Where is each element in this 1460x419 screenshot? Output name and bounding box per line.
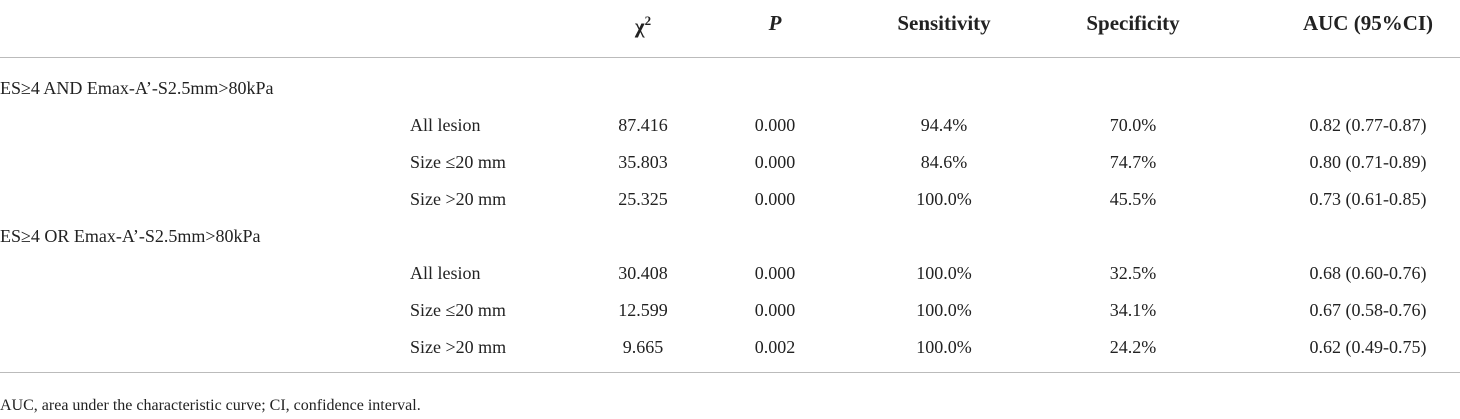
cell: 0.000 xyxy=(754,263,796,283)
cell: 32.5% xyxy=(1109,263,1157,283)
cell: 0.80 (0.71-0.89) xyxy=(1309,152,1427,172)
row-label: All lesion xyxy=(410,263,481,283)
cell: 74.7% xyxy=(1109,152,1157,172)
column-header: χ2 xyxy=(635,10,651,37)
header-superscript: 2 xyxy=(644,13,652,28)
row-label: Size >20 mm xyxy=(410,189,507,209)
column-header: Sensitivity xyxy=(897,11,991,35)
cell: 0.002 xyxy=(754,337,796,357)
cell: 70.0% xyxy=(1109,115,1157,135)
cell: 0.68 (0.60-0.76) xyxy=(1309,263,1427,283)
cell: 100.0% xyxy=(916,337,972,357)
cell: 24.2% xyxy=(1109,337,1157,357)
bottom-rule xyxy=(0,372,1460,373)
cell: 100.0% xyxy=(916,300,972,320)
cell: 0.000 xyxy=(754,300,796,320)
cell: 0.000 xyxy=(754,189,796,209)
cell: 30.408 xyxy=(618,263,668,283)
group-label: ES≥4 OR Emax-A’-S2.5mm>80kPa xyxy=(0,226,261,246)
cell: 94.4% xyxy=(920,115,968,135)
header-rule xyxy=(0,57,1460,58)
cell: 12.599 xyxy=(618,300,668,320)
column-header: AUC (95%CI) xyxy=(1302,11,1434,35)
column-header: P xyxy=(768,11,782,35)
header-base: χ xyxy=(634,14,645,38)
cell: 0.000 xyxy=(754,115,796,135)
cell: 45.5% xyxy=(1109,189,1157,209)
cell: 87.416 xyxy=(618,115,668,135)
row-label: All lesion xyxy=(410,115,481,135)
cell: 25.325 xyxy=(618,189,668,209)
cell: 0.82 (0.77-0.87) xyxy=(1309,115,1427,135)
cell: 0.67 (0.58-0.76) xyxy=(1309,300,1427,320)
cell: 0.62 (0.49-0.75) xyxy=(1309,337,1427,357)
cell: 84.6% xyxy=(920,152,968,172)
row-label: Size >20 mm xyxy=(410,337,507,357)
row-label: Size ≤20 mm xyxy=(410,300,506,320)
row-label: Size ≤20 mm xyxy=(410,152,506,172)
cell: 9.665 xyxy=(622,337,664,357)
column-header: Specificity xyxy=(1086,11,1180,35)
group-label: ES≥4 AND Emax-A’-S2.5mm>80kPa xyxy=(0,78,274,98)
cell: 100.0% xyxy=(916,189,972,209)
cell: 0.000 xyxy=(754,152,796,172)
cell: 100.0% xyxy=(916,263,972,283)
cell: 35.803 xyxy=(618,152,668,172)
footnote: AUC, area under the characteristic curve… xyxy=(0,397,421,414)
cell: 34.1% xyxy=(1109,300,1157,320)
cell: 0.73 (0.61-0.85) xyxy=(1309,189,1427,209)
